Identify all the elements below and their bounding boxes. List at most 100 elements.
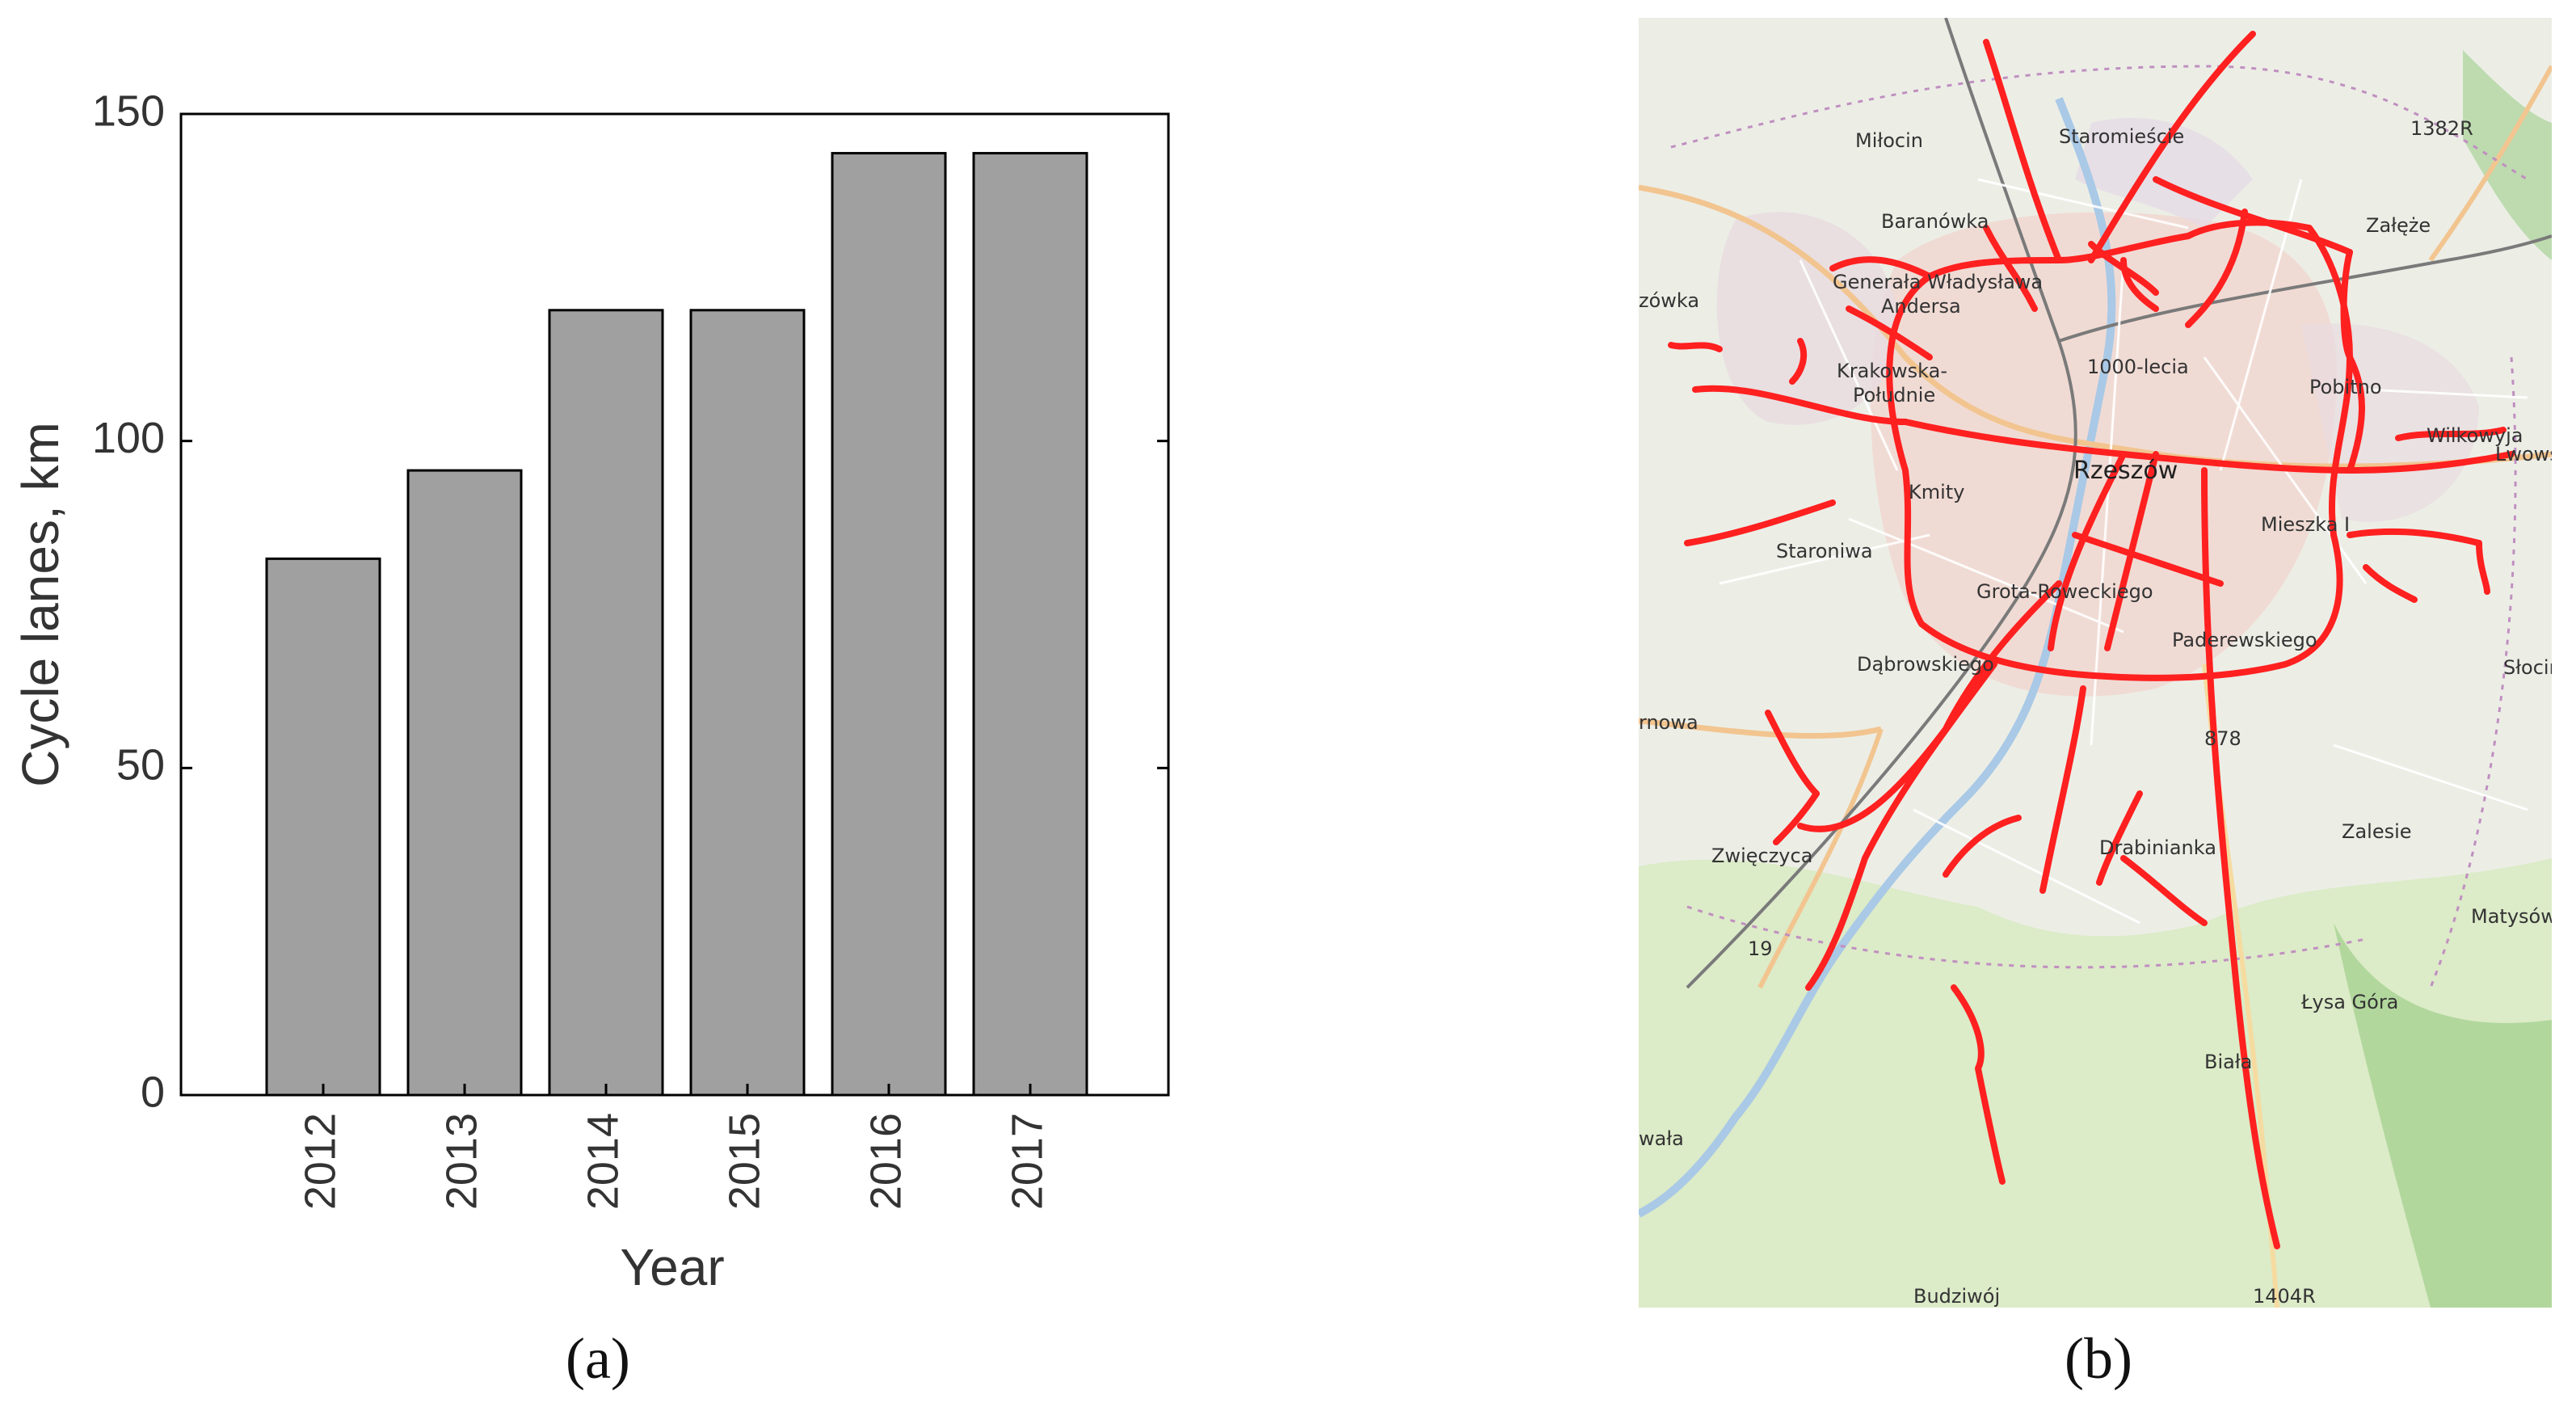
- map-label-baranowka: Baranówka: [1881, 210, 1989, 233]
- map-label-mieszka: Mieszka I: [2261, 513, 2350, 536]
- lane-dabrowskiego: [1805, 661, 1997, 991]
- lane-southwest-1: [1765, 710, 1820, 797]
- lane-wilkowyja: [2395, 427, 2507, 441]
- bar-chart: 0 50 100 150 2012 2013 2014 2015 2016 2017 Cycle…: [11, 86, 1170, 1296]
- map-label-paderewskiego: Paderewskiego: [2172, 629, 2317, 651]
- lane-south-2: [2120, 855, 2208, 926]
- lane-drabinianka-2: [2096, 790, 2143, 886]
- lane-ne-2: [2185, 209, 2248, 328]
- map-label-pobitno: Pobitno: [2309, 376, 2382, 398]
- bar-2016: [831, 152, 947, 1097]
- lane-center-ew: [1902, 419, 2515, 474]
- map-label-1382r: 1382R: [2410, 117, 2473, 140]
- road-sw: [1757, 728, 1884, 989]
- y-ticks: 0 50 100 150: [92, 86, 1168, 1116]
- plot-frame: [179, 112, 1170, 1097]
- map-label-milocin: Miłocin: [1855, 129, 1923, 152]
- x-tick-label: 2017: [1003, 1113, 1051, 1210]
- map-label-slocina: Słocina: [2503, 656, 2552, 679]
- map-label-1404r: 1404R: [2253, 1285, 2316, 1308]
- map-label-dabrowskiego: Dąbrowskiego: [1857, 653, 1994, 676]
- cycle-lanes: [1668, 31, 2515, 1249]
- map-label-zalesie: Zalesie: [2342, 820, 2412, 843]
- lane-ne-1: [2153, 176, 2353, 255]
- map-label-wilkowyja: Wilkowyja: [2427, 424, 2523, 447]
- map-labels: Miłocin Staromieście 1382R Baranówka Zał…: [1639, 117, 2552, 1308]
- y-tick-label: 50: [116, 741, 165, 790]
- map-label-gen2: Andersa: [1881, 295, 1961, 318]
- lane-east-3: [2363, 564, 2418, 603]
- map-label-rzeszow: Rzeszów: [2073, 457, 2178, 485]
- lane-west-2: [1668, 342, 1723, 352]
- y-tick-label: 150: [92, 86, 165, 135]
- lane-drabinianka: [2039, 685, 2086, 894]
- map-label-lwowska: Lwowska: [2495, 443, 2552, 465]
- map-label-zowka: zówka: [1639, 289, 1699, 312]
- lane-nw-1: [1829, 256, 1933, 280]
- lane-north-5: [1983, 225, 2038, 312]
- lane-west-1: [1692, 385, 1909, 425]
- bar-2015: [689, 309, 806, 1097]
- x-tick-label: 2015: [720, 1113, 768, 1210]
- lane-sw-lower: [1951, 984, 2006, 1185]
- lane-west-3: [1789, 338, 1808, 385]
- lane-pobitno: [2347, 354, 2365, 474]
- lane-north-1: [1983, 39, 2062, 263]
- lane-center-1: [2048, 451, 2127, 651]
- caption-b: (b): [2065, 1326, 2132, 1391]
- bar-2012: [265, 557, 381, 1097]
- map-label-krak2: Południe: [1853, 384, 1935, 407]
- lane-ne-3: [2340, 249, 2353, 360]
- lane-east-2: [2476, 540, 2490, 595]
- district-boundaries: [1670, 65, 2528, 988]
- map-label-budziwoj: Budziwój: [1913, 1285, 2000, 1308]
- map-label-biala: Biała: [2204, 1051, 2252, 1073]
- map-label-nowa: rnowa: [1639, 711, 1698, 734]
- road-ne: [2428, 65, 2552, 262]
- y-axis-title: Cycle lanes, km: [11, 422, 69, 787]
- map-label-wala: wała: [1639, 1127, 1684, 1150]
- map-label-staromiescie: Staromieście: [2059, 125, 2184, 148]
- caption-a: (a): [566, 1326, 630, 1391]
- forest-area: [2334, 923, 2552, 1308]
- x-tick-label: 2016: [861, 1113, 910, 1210]
- map-label-878: 878: [2204, 727, 2241, 750]
- map-label-staroniwa: Staroniwa: [1776, 540, 1873, 562]
- lane-southwest-2: [1773, 790, 1820, 845]
- lane-south-main: [2201, 467, 2280, 1249]
- map-canvas[interactable]: Miłocin Staromieście 1382R Baranówka Zał…: [1639, 18, 2552, 1308]
- bar-2013: [406, 469, 523, 1097]
- x-ticks: 2012 2013 2014 2015 2016 2017: [296, 1084, 1051, 1210]
- lane-east-1: [2347, 528, 2482, 546]
- map-label-grota: Grota-Roweckiego: [1976, 580, 2153, 603]
- x-axis-title: Year: [620, 1238, 724, 1296]
- forest-area-ne: [2463, 50, 2552, 260]
- map-label-lysa-gora: Łysa Góra: [2300, 991, 2398, 1013]
- bar-chart-panel: 0 50 100 150 2012 2013 2014 2015 2016 2017 Cycle…: [0, 0, 1261, 1407]
- map-label-krak1: Krakowska-: [1837, 360, 1947, 382]
- lane-staroniwa: [1684, 499, 1836, 546]
- main-road-ew: [1639, 184, 2552, 470]
- map-label-kmity: Kmity: [1909, 481, 1964, 503]
- bars: [265, 152, 1088, 1097]
- green-fields: [1639, 858, 2552, 1308]
- x-tick-label: 2013: [437, 1113, 486, 1210]
- x-tick-label: 2014: [579, 1113, 627, 1210]
- lane-nw-2: [1846, 305, 1933, 360]
- bar-2017: [972, 152, 1088, 1097]
- map-label-gen1: Generała Władysława: [1833, 271, 2043, 293]
- lane-north-4: [2120, 257, 2159, 312]
- y-tick-label: 0: [141, 1068, 165, 1116]
- lane-north-2: [2088, 31, 2256, 263]
- lane-sw-lower-2: [1943, 815, 2022, 878]
- bar-2014: [548, 309, 664, 1097]
- map-label-1000-lecia: 1000-lecia: [2087, 356, 2189, 378]
- railway-east: [2058, 234, 2552, 343]
- map-label-drabinianka: Drabinianka: [2099, 836, 2216, 859]
- y-tick-label: 100: [92, 414, 165, 462]
- map-label-19: 19: [1748, 937, 1773, 960]
- cycle-lane-map[interactable]: Miłocin Staromieście 1382R Baranówka Zał…: [1639, 18, 2552, 1308]
- road-west: [1639, 718, 1882, 739]
- map-label-zwieczyca: Zwięczyca: [1711, 845, 1812, 867]
- wislok-river: [1639, 97, 2116, 1218]
